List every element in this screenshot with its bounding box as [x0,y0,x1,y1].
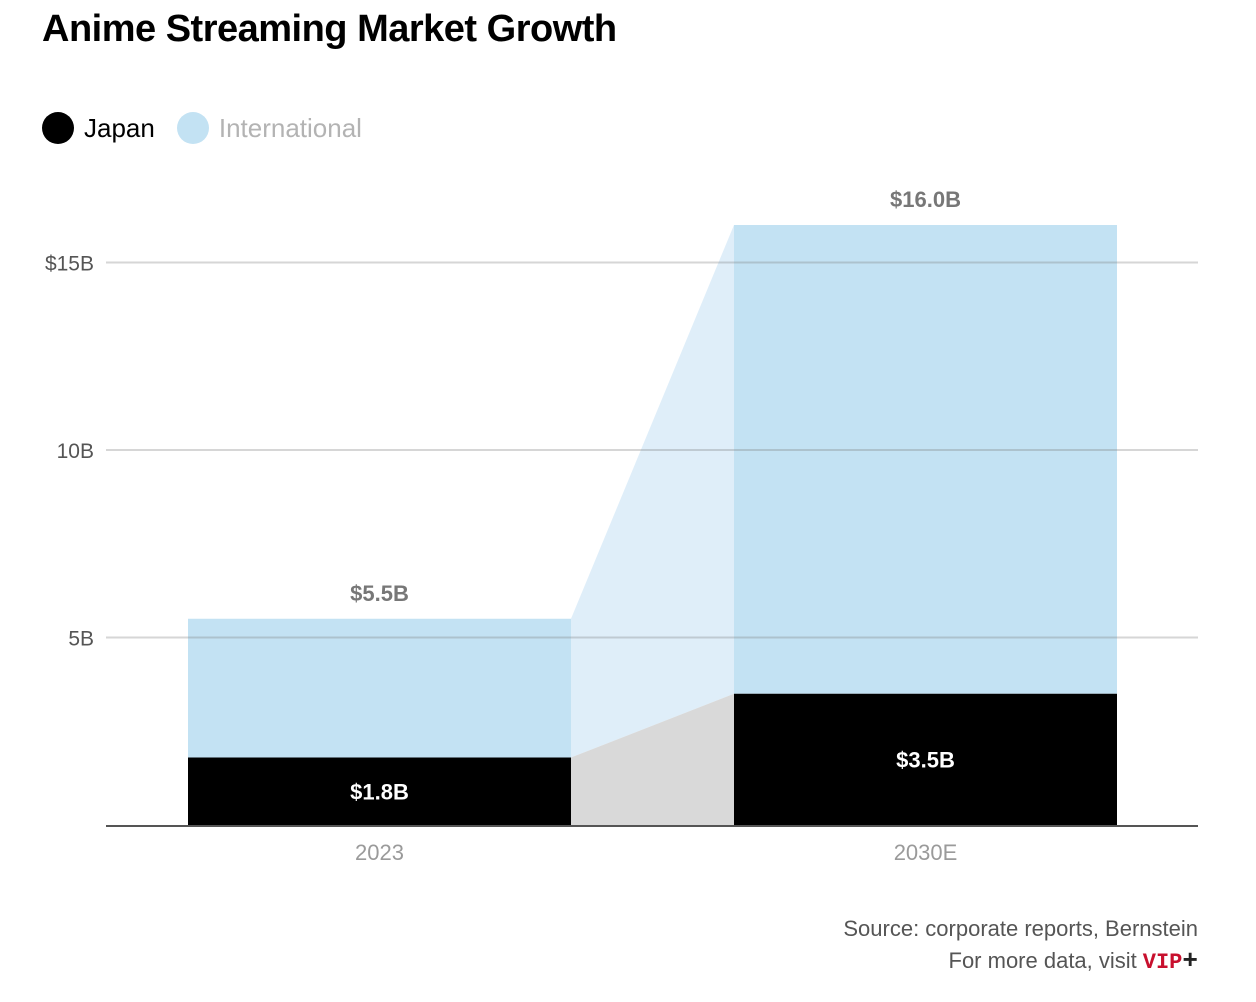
plus-icon: + [1182,946,1198,976]
bar-japan-2030E [734,693,1117,825]
bar-international-2030E [734,225,1117,694]
bar-international-2023 [188,618,571,758]
footer: Source: corporate reports, Bernstein For… [843,913,1198,979]
more-data-line: For more data, visit VIP+ [843,945,1199,979]
legend-swatch-international [176,112,209,144]
legend-item-international: International [176,112,362,144]
vip-plus-link[interactable]: VIP+ [1142,946,1198,976]
legend-label-japan: Japan [84,113,155,143]
legend-label-international: International [218,113,362,143]
connector-japan [571,693,734,825]
vip-brand: VIP [1142,950,1183,975]
y-tick-label: $15B [45,253,94,276]
x-tick-label: 2030E [894,840,958,865]
total-label: $5.5B [350,581,409,606]
y-tick-label: 5B [68,628,94,651]
connector-international [571,225,734,758]
y-tick-label: 10B [57,440,94,463]
legend-swatch-japan [42,112,74,144]
bar-japan-2023 [188,757,571,825]
legend-item-japan: Japan [42,112,155,144]
more-data-text: For more data, visit [948,948,1137,973]
total-label: $16.0B [890,187,961,212]
chart-title: Anime Streaming Market Growth [42,8,617,50]
source-note: Source: corporate reports, Bernstein [843,916,1198,941]
legend: Japan International [42,112,384,144]
japan-value-label: $3.5B [896,747,955,772]
x-tick-label: 2023 [355,840,404,865]
japan-value-label: $1.8B [350,779,409,804]
